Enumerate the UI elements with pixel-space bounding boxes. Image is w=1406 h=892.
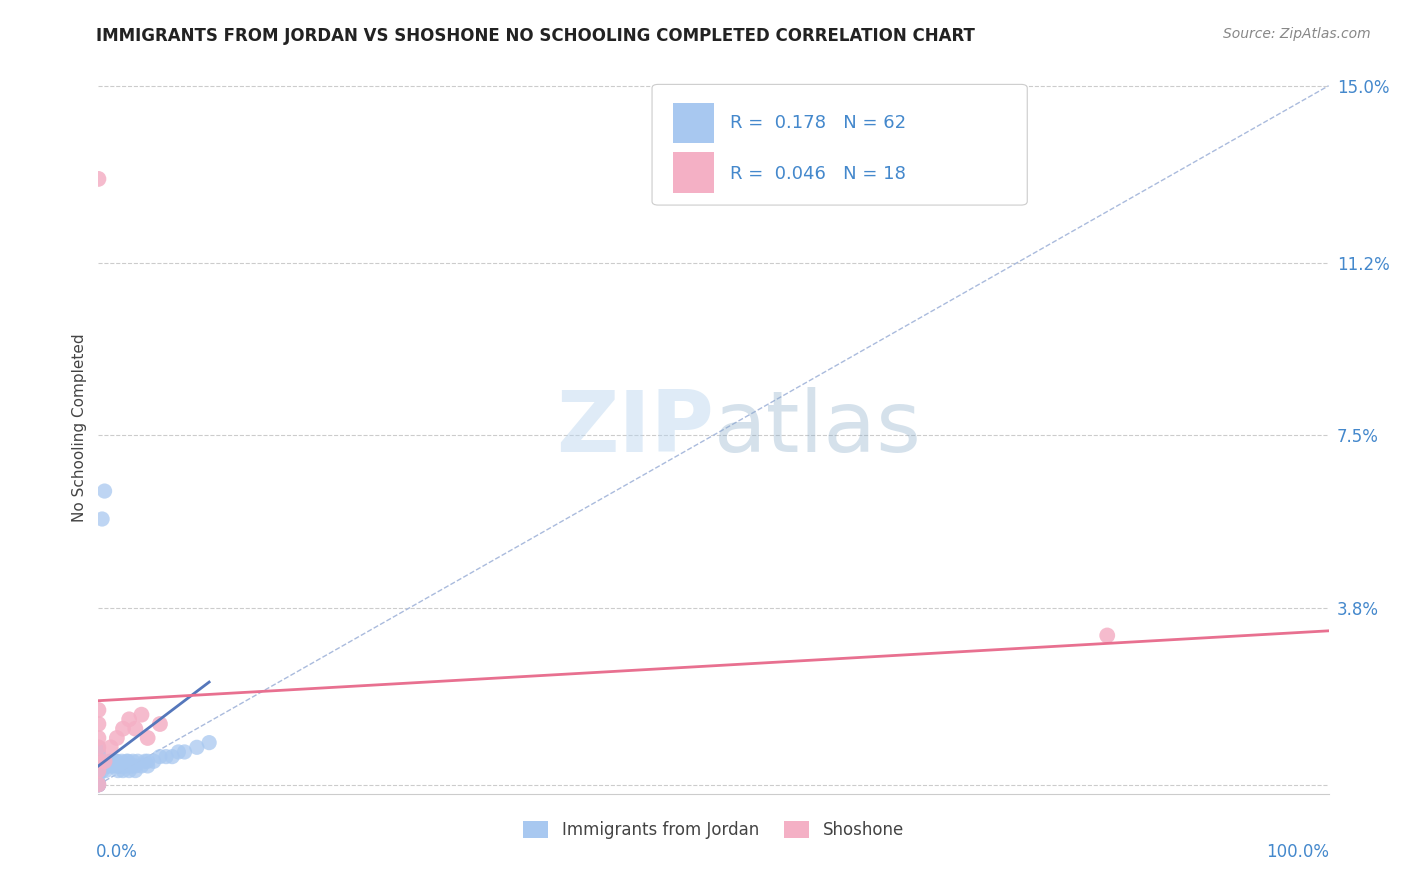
Point <box>87 778 110 792</box>
Point <box>87 764 110 778</box>
Point <box>87 731 110 745</box>
Point <box>103 759 125 773</box>
Point <box>124 722 146 736</box>
FancyBboxPatch shape <box>673 153 714 193</box>
Point <box>155 749 177 764</box>
Point <box>124 759 146 773</box>
Point <box>115 754 138 768</box>
Point <box>105 754 128 768</box>
Point <box>87 749 110 764</box>
Point <box>91 512 114 526</box>
Point <box>118 764 141 778</box>
Text: Source: ZipAtlas.com: Source: ZipAtlas.com <box>1223 27 1371 41</box>
Point <box>87 703 110 717</box>
Point <box>87 778 110 792</box>
Point <box>118 712 141 726</box>
Point <box>105 759 128 773</box>
Point <box>142 754 165 768</box>
Point <box>136 759 159 773</box>
Point <box>136 731 159 745</box>
Point <box>87 778 110 792</box>
Point <box>107 764 129 778</box>
Point <box>136 754 159 768</box>
Point <box>96 759 118 773</box>
Point <box>97 759 120 773</box>
Point <box>87 778 110 792</box>
Point <box>149 717 172 731</box>
Point <box>87 778 110 792</box>
Point <box>87 778 110 792</box>
Point <box>87 745 110 759</box>
Point <box>87 778 110 792</box>
Point <box>93 759 115 773</box>
Point <box>131 759 153 773</box>
FancyBboxPatch shape <box>652 85 1028 205</box>
Point <box>111 754 134 768</box>
Point <box>131 707 153 722</box>
Point <box>94 764 117 778</box>
Point <box>87 745 110 759</box>
Point <box>117 754 139 768</box>
Point <box>100 754 122 768</box>
Text: R =  0.046   N = 18: R = 0.046 N = 18 <box>730 165 905 184</box>
Point <box>93 484 115 499</box>
Point <box>108 759 131 773</box>
Point <box>120 759 142 773</box>
Point <box>105 731 128 745</box>
FancyBboxPatch shape <box>673 103 714 143</box>
Point <box>167 745 190 759</box>
Point <box>87 754 110 768</box>
Text: ZIP: ZIP <box>555 386 714 470</box>
Point <box>124 764 146 778</box>
Point <box>87 754 110 768</box>
Point <box>87 768 110 782</box>
Point <box>98 754 121 768</box>
Point <box>162 749 183 764</box>
Point <box>114 759 136 773</box>
Point <box>87 778 110 792</box>
Point <box>112 764 135 778</box>
Point <box>87 172 110 186</box>
Point <box>173 745 195 759</box>
Point <box>87 754 110 768</box>
Point <box>100 740 122 755</box>
Point <box>134 754 156 768</box>
Text: 100.0%: 100.0% <box>1265 843 1329 861</box>
Point <box>121 759 143 773</box>
Text: 0.0%: 0.0% <box>96 843 138 861</box>
Point <box>87 740 110 755</box>
Point <box>110 759 132 773</box>
Point <box>87 778 110 792</box>
Point <box>93 754 115 768</box>
Point <box>127 754 149 768</box>
Point <box>91 764 114 778</box>
Y-axis label: No Schooling Completed: No Schooling Completed <box>72 334 87 523</box>
Point <box>112 722 135 736</box>
Point <box>87 759 110 773</box>
Point <box>87 778 110 792</box>
Text: IMMIGRANTS FROM JORDAN VS SHOSHONE NO SCHOOLING COMPLETED CORRELATION CHART: IMMIGRANTS FROM JORDAN VS SHOSHONE NO SC… <box>96 27 974 45</box>
Point <box>87 778 110 792</box>
Text: R =  0.178   N = 62: R = 0.178 N = 62 <box>730 114 905 132</box>
Legend: Immigrants from Jordan, Shoshone: Immigrants from Jordan, Shoshone <box>515 813 912 847</box>
Point <box>87 749 110 764</box>
Point <box>104 754 127 768</box>
Point <box>122 754 145 768</box>
Point <box>87 740 110 755</box>
Point <box>112 759 135 773</box>
Point <box>87 764 110 778</box>
Point <box>149 749 172 764</box>
Point <box>112 759 135 773</box>
Point <box>87 717 110 731</box>
Point <box>1097 628 1119 642</box>
Text: atlas: atlas <box>714 386 921 470</box>
Point <box>103 759 125 773</box>
Point <box>100 759 122 773</box>
Point <box>198 736 221 750</box>
Point <box>186 740 208 755</box>
